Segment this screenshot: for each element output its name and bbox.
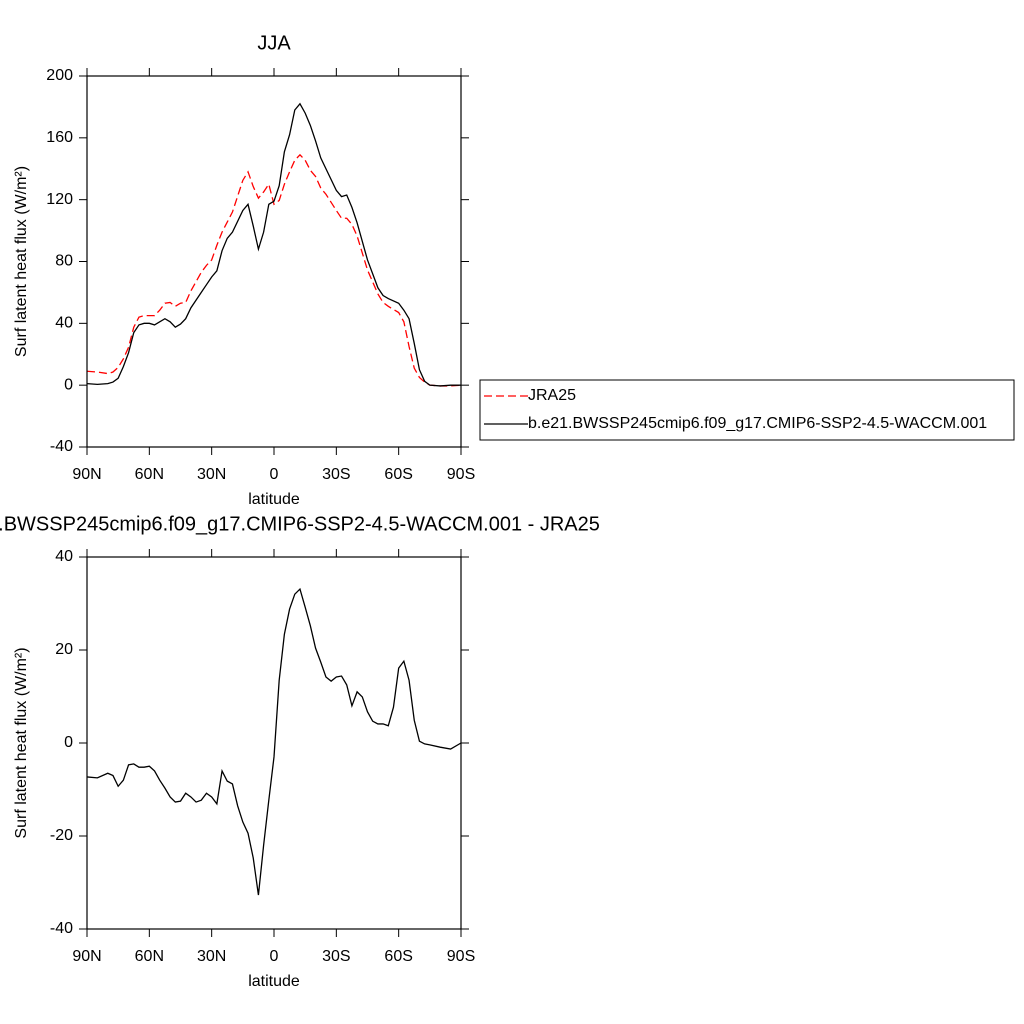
legend-box xyxy=(479,379,1015,441)
x-tick-label: 60N xyxy=(135,466,164,483)
x-tick-label: 90S xyxy=(447,466,475,483)
x-axis-label: latitude xyxy=(248,973,300,990)
y-tick-label: 160 xyxy=(46,129,73,146)
legend-label: JRA25 xyxy=(528,387,576,404)
data-line xyxy=(86,102,461,387)
y-tick-label: 40 xyxy=(55,315,73,332)
data-line xyxy=(86,587,462,896)
legend-label: b.e21.BWSSP245cmip6.f09_g17.CMIP6-SSP2-4… xyxy=(528,415,987,432)
y-tick-label: -40 xyxy=(50,438,73,455)
x-tick-label: 60S xyxy=(384,948,412,965)
y-tick-label: 80 xyxy=(55,253,73,270)
y-tick-label: 200 xyxy=(46,67,73,84)
chart-title: JJA xyxy=(257,32,291,54)
x-tick-label: 30S xyxy=(322,466,350,483)
x-tick-label: 0 xyxy=(270,466,279,483)
y-axis-label: Surf latent heat flux (W/m²) xyxy=(13,166,30,357)
data-line xyxy=(86,153,462,387)
y-axis-label: Surf latent heat flux (W/m²) xyxy=(13,647,30,838)
plot-frame xyxy=(86,556,462,930)
x-tick-label: 60N xyxy=(135,948,164,965)
x-tick-label: 60S xyxy=(384,466,412,483)
y-tick-label: -40 xyxy=(50,920,73,937)
y-tick-label: -20 xyxy=(50,827,73,844)
x-axis-label: latitude xyxy=(248,491,300,508)
plot-frame xyxy=(86,75,462,448)
y-tick-label: 40 xyxy=(55,548,73,565)
x-tick-label: 30S xyxy=(322,948,350,965)
x-tick-label: 30N xyxy=(197,948,226,965)
x-tick-label: 90N xyxy=(72,948,101,965)
x-tick-label: 30N xyxy=(197,466,226,483)
y-tick-label: 0 xyxy=(64,734,73,751)
x-tick-label: 90N xyxy=(72,466,101,483)
y-tick-label: 20 xyxy=(55,641,73,658)
x-tick-label: 0 xyxy=(270,948,279,965)
chart-title: b.e21.BWSSP245cmip6.f09_g17.CMIP6-SSP2-4… xyxy=(0,513,600,535)
y-tick-label: 0 xyxy=(64,376,73,393)
x-tick-label: 90S xyxy=(447,948,475,965)
y-tick-label: 120 xyxy=(46,191,73,208)
